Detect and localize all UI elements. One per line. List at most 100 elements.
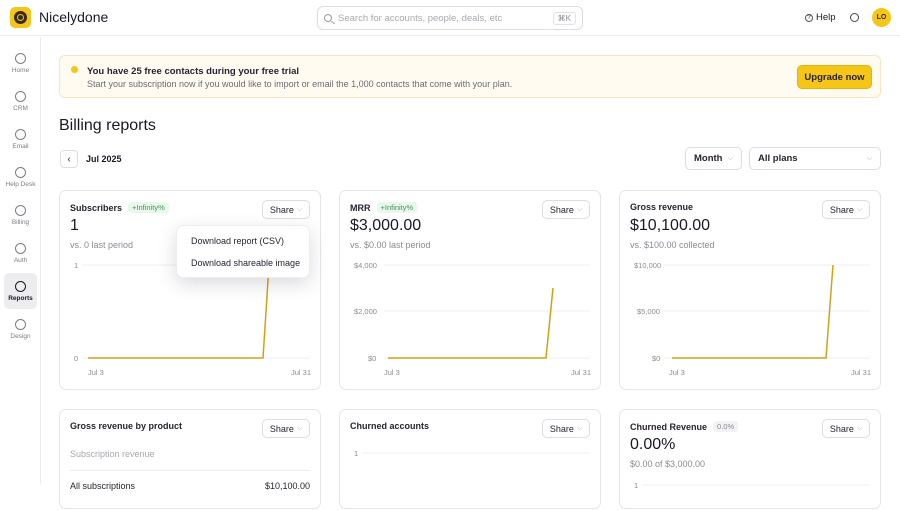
interval-select[interactable]: Month ⌵ [685, 147, 742, 170]
sidebar-item-crm[interactable]: CRM [4, 83, 37, 119]
download-image-item[interactable]: Download shareable image [191, 258, 301, 268]
svg-text:Jul 3: Jul 3 [88, 368, 104, 377]
sidebar-item-reports[interactable]: Reports [4, 273, 37, 309]
avatar[interactable]: LO [872, 8, 891, 27]
search-input[interactable] [338, 12, 553, 24]
card-subtext: $0.00 of $3,000.00 [630, 459, 706, 469]
card-subtext: vs. $0.00 last period [350, 240, 431, 250]
trial-banner: You have 25 free contacts during your fr… [59, 55, 881, 98]
shortcut-hint: ⌘K [552, 11, 576, 25]
churned-revenue-card: Churned Revenue 0.0% Share ⌵ 0.00% $0.00 o… [619, 409, 881, 509]
sidebar-item-billing[interactable]: Billing [4, 197, 37, 233]
share-button[interactable]: Share ⌵ [262, 419, 310, 438]
svg-text:$2,000: $2,000 [354, 307, 377, 316]
brand-name: Nicelydone [39, 9, 109, 25]
product-section-label: Subscription revenue [70, 449, 155, 459]
divider [70, 470, 310, 471]
sidebar-item-email[interactable]: Email [4, 121, 37, 157]
svg-text:Jul 31: Jul 31 [571, 368, 591, 377]
card-title: Subscribers [70, 202, 123, 213]
email-icon [15, 128, 26, 140]
design-icon [15, 318, 26, 330]
gross-revenue-by-product-card: Gross revenue by product Share ⌵ Subscrip… [59, 409, 321, 509]
info-dot-icon [71, 66, 78, 73]
previous-period-button[interactable]: ‹ [60, 150, 78, 168]
sidebar: Home CRM Email Help Desk Billing Auth Re… [0, 37, 41, 484]
card-title: Gross revenue by product [70, 421, 183, 431]
card-title: MRR [350, 202, 371, 213]
help-icon: ? [805, 13, 813, 22]
svg-text:1: 1 [354, 449, 358, 458]
svg-text:$5,000: $5,000 [637, 307, 660, 316]
svg-text:Jul 31: Jul 31 [851, 368, 871, 377]
chevron-down-icon: ⌵ [727, 154, 733, 162]
gross-revenue-card: Gross revenue Share ⌵ $10,100.00 vs. $100… [619, 190, 881, 390]
change-badge: +Infinity% [376, 202, 418, 213]
svg-text:1: 1 [634, 481, 638, 490]
home-icon [15, 52, 26, 64]
card-title: Churned accounts [350, 421, 430, 431]
logo-icon[interactable] [10, 7, 31, 28]
sidebar-item-design[interactable]: Design [4, 311, 37, 347]
change-badge: 0.0% [713, 421, 739, 432]
product-row-value: $10,100.00 [264, 481, 310, 491]
chat-icon[interactable] [850, 13, 859, 22]
share-button[interactable]: Share ⌵ [822, 200, 870, 219]
billing-icon [15, 204, 26, 216]
chevron-down-icon: ⌵ [296, 424, 303, 432]
card-subtext: vs. 0 last period [70, 240, 134, 250]
svg-text:$4,000: $4,000 [354, 261, 377, 270]
svg-text:$10,000: $10,000 [634, 261, 661, 270]
chevron-down-icon: ⌵ [856, 424, 863, 432]
card-value: $3,000.00 [350, 217, 422, 234]
download-csv-item[interactable]: Download report (CSV) [191, 236, 285, 246]
chevron-down-icon: ⌵ [576, 424, 583, 432]
svg-text:0: 0 [74, 354, 78, 363]
period-label: Jul 2025 [86, 154, 122, 164]
search-icon [324, 14, 332, 22]
card-value: 1 [70, 217, 79, 234]
card-subtext: vs. $100.00 collected [630, 240, 715, 250]
plan-select[interactable]: All plans ⌵ [749, 147, 881, 170]
crm-icon [15, 90, 26, 102]
sidebar-item-help-desk[interactable]: Help Desk [4, 159, 37, 195]
chevron-down-icon: ⌵ [856, 205, 863, 213]
page-title: Billing reports [59, 117, 156, 134]
share-button[interactable]: Share ⌵ [542, 200, 590, 219]
gross-revenue-chart: $10,000 $5,000 $0 Jul 3 Jul 31 [634, 261, 871, 377]
chevron-down-icon: ⌵ [296, 205, 303, 213]
top-bar: Nicelydone ⌘K ? Help LO [0, 0, 900, 36]
share-button[interactable]: Share ⌵ [262, 200, 310, 219]
mrr-card: MRR +Infinity% Share ⌵ $3,000.00 vs. $0.00… [339, 190, 601, 390]
reports-icon [15, 280, 26, 292]
sidebar-item-home[interactable]: Home [4, 45, 37, 81]
auth-icon [15, 242, 26, 254]
upgrade-button[interactable]: Upgrade now [797, 65, 872, 89]
help-desk-icon [15, 166, 26, 178]
churned-accounts-chart: 1 [354, 449, 590, 458]
card-title: Churned Revenue [630, 421, 708, 432]
subscribers-card: Subscribers +Infinity% Share ⌵ 1 vs. 0 las… [59, 190, 321, 390]
help-button[interactable]: ? Help [805, 12, 836, 23]
sidebar-item-auth[interactable]: Auth [4, 235, 37, 271]
banner-text: Start your subscription now if you would… [87, 79, 513, 89]
churned-revenue-chart: 1 [634, 481, 870, 490]
svg-text:Jul 31: Jul 31 [291, 368, 311, 377]
share-button[interactable]: Share ⌵ [822, 419, 870, 438]
share-menu: Download report (CSV) Download shareable… [176, 225, 310, 278]
search-bar[interactable]: ⌘K [317, 6, 583, 30]
banner-title: You have 25 free contacts during your fr… [87, 66, 300, 77]
svg-text:1: 1 [74, 261, 78, 270]
change-badge: +Infinity% [128, 202, 169, 213]
mrr-chart: $4,000 $2,000 $0 Jul 3 Jul 31 [354, 261, 591, 377]
share-button[interactable]: Share ⌵ [542, 419, 590, 438]
product-row-label: All subscriptions [70, 481, 136, 491]
chevron-left-icon: ‹ [67, 153, 71, 165]
chevron-down-icon: ⌵ [576, 205, 583, 213]
svg-text:Jul 3: Jul 3 [384, 368, 400, 377]
svg-text:$0: $0 [652, 354, 660, 363]
svg-text:Jul 3: Jul 3 [669, 368, 685, 377]
churned-accounts-card: Churned accounts Share ⌵ 1 [339, 409, 601, 509]
subscribers-chart: 1 0 Jul 3 Jul 31 [74, 261, 311, 377]
help-label: Help [816, 12, 836, 23]
